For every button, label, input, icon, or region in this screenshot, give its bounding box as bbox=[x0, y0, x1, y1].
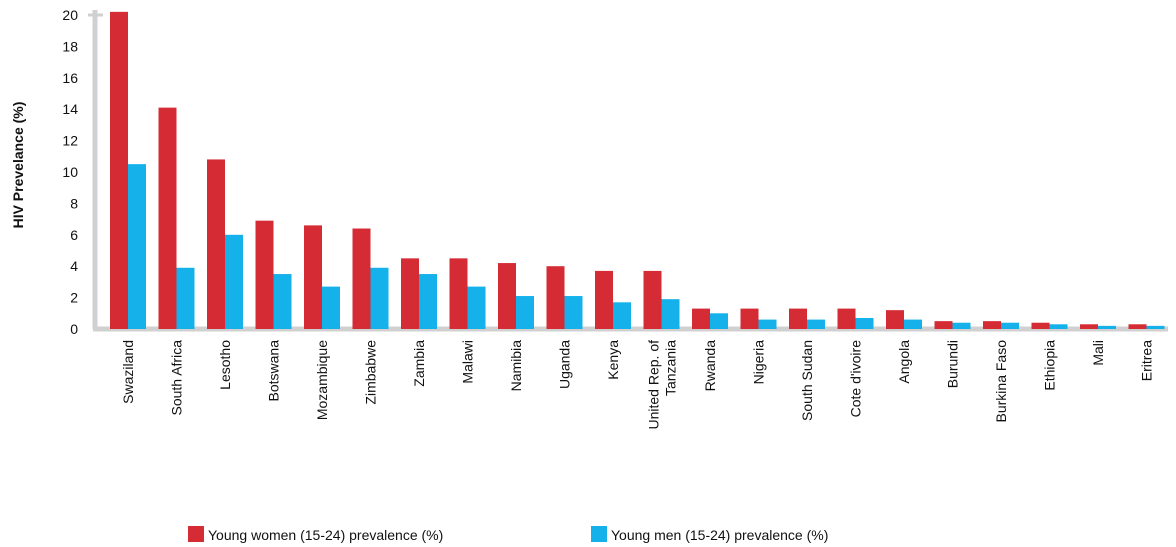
x-tick-label: Swaziland bbox=[120, 340, 136, 404]
bar-young-men bbox=[370, 267, 389, 329]
bar-young-men bbox=[807, 319, 825, 329]
bar-young-women bbox=[837, 308, 856, 329]
x-tick-label: Nigeria bbox=[751, 340, 767, 385]
x-tick-labels: Swaziland South Africa Lesotho Botswana Moza… bbox=[120, 340, 1155, 430]
bar-young-men bbox=[467, 286, 486, 329]
x-tick-label: Burundi bbox=[945, 340, 961, 388]
x-tick-label: South Sudan bbox=[799, 340, 815, 421]
y-tick-label: 4 bbox=[70, 258, 78, 274]
x-tick-label: South Africa bbox=[169, 340, 185, 416]
x-tick-label: Ethiopia bbox=[1042, 340, 1058, 391]
bar-young-men bbox=[710, 313, 728, 329]
x-tick-label: Zambia bbox=[411, 340, 427, 387]
bar-young-women bbox=[983, 321, 1001, 329]
bar-young-women bbox=[401, 258, 419, 329]
y-ticks: 0 2 4 6 8 10 12 14 16 18 20 bbox=[62, 7, 78, 337]
y-tick-label: 10 bbox=[62, 164, 78, 180]
bar-young-men bbox=[273, 274, 292, 329]
bar-young-women bbox=[789, 308, 807, 329]
y-axis-title: HIV Prevelance (%) bbox=[10, 102, 26, 229]
y-tick-label: 8 bbox=[70, 195, 78, 211]
legend: Young women (15-24) prevalence (%) Young … bbox=[188, 526, 828, 543]
bar-young-men bbox=[516, 296, 534, 329]
bar-young-men bbox=[564, 296, 583, 329]
y-tick-label: 2 bbox=[70, 290, 78, 306]
bar-young-men bbox=[176, 267, 195, 329]
legend-swatch bbox=[591, 526, 607, 542]
bar-young-men bbox=[128, 164, 146, 329]
bar-young-men bbox=[758, 319, 777, 329]
axes bbox=[88, 10, 1168, 332]
legend-label: Young women (15-24) prevalence (%) bbox=[208, 527, 443, 543]
bar-young-women bbox=[158, 107, 177, 329]
x-tick-label: Botswana bbox=[266, 340, 282, 402]
bar-young-women bbox=[207, 159, 225, 329]
bar-young-women bbox=[1128, 324, 1147, 329]
y-tick-label: 0 bbox=[70, 321, 78, 337]
bars bbox=[110, 11, 1165, 330]
bar-young-men bbox=[613, 302, 631, 329]
y-tick-label: 6 bbox=[70, 227, 78, 243]
bar-young-women bbox=[110, 11, 128, 330]
bar-young-men bbox=[1146, 325, 1165, 329]
bar-young-men bbox=[855, 318, 874, 329]
bar-young-women bbox=[255, 220, 274, 329]
x-tick-label: Burkina Faso bbox=[993, 340, 1009, 423]
bar-young-men bbox=[952, 322, 971, 329]
x-tick-label: Malawi bbox=[460, 340, 476, 384]
bar-young-women bbox=[1031, 322, 1050, 329]
y-tick-label: 20 bbox=[62, 7, 78, 23]
x-tick-label: Eritrea bbox=[1139, 340, 1155, 381]
bar-young-women bbox=[449, 258, 468, 329]
x-tick-label: Rwanda bbox=[702, 340, 718, 392]
bar-young-women bbox=[692, 308, 710, 329]
bar-young-men bbox=[419, 274, 437, 329]
bar-young-women bbox=[595, 270, 613, 329]
x-tick-label: Mali bbox=[1090, 340, 1106, 366]
x-tick-label: Kenya bbox=[605, 340, 621, 380]
x-tick-label: Lesotho bbox=[217, 340, 233, 390]
x-tick-label: Angola bbox=[896, 340, 912, 384]
y-tick-label: 18 bbox=[62, 38, 78, 54]
legend-label: Young men (15-24) prevalence (%) bbox=[611, 527, 828, 543]
bar-young-women bbox=[498, 263, 516, 329]
bar-young-men bbox=[904, 319, 922, 329]
bar-young-women bbox=[934, 321, 953, 329]
bar-young-women bbox=[352, 228, 371, 329]
y-tick-label: 14 bbox=[62, 101, 78, 117]
bar-young-women bbox=[740, 308, 759, 329]
bar-young-men bbox=[225, 234, 243, 329]
bar-young-men bbox=[322, 286, 340, 329]
x-tick-label: Zimbabwe bbox=[363, 340, 379, 405]
bar-young-men bbox=[661, 299, 680, 329]
bar-young-women bbox=[304, 225, 322, 329]
x-tick-label: Mozambique bbox=[314, 340, 330, 420]
x-tick-label: United Rep. ofTanzania bbox=[646, 340, 679, 430]
legend-swatch bbox=[188, 526, 204, 542]
bar-young-men bbox=[1098, 325, 1116, 329]
bar-young-women bbox=[886, 310, 904, 329]
bar-young-women bbox=[1080, 324, 1098, 329]
x-tick-label: Namibia bbox=[508, 340, 524, 392]
y-tick-label: 12 bbox=[62, 133, 78, 149]
x-tick-label: Uganda bbox=[557, 340, 573, 389]
y-tick-label: 16 bbox=[62, 70, 78, 86]
bar-young-women bbox=[546, 266, 565, 329]
bar-young-men bbox=[1049, 324, 1068, 329]
x-tick-label: Cote d'ivoire bbox=[848, 340, 864, 418]
bar-young-men bbox=[1001, 322, 1019, 329]
bar-young-women bbox=[643, 270, 662, 329]
